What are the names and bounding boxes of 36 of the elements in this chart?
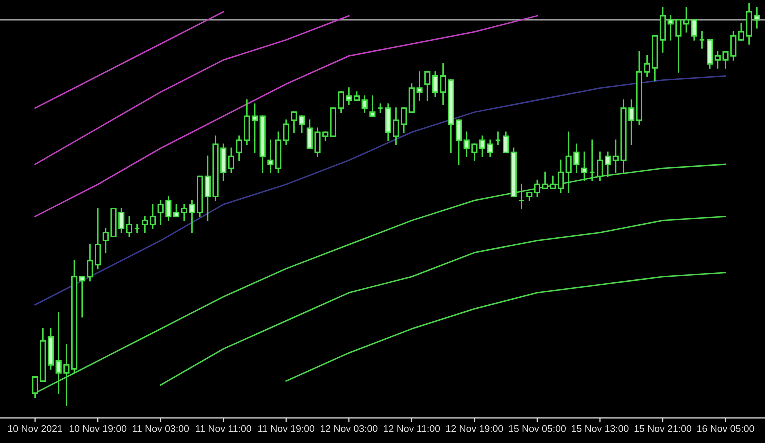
x-tick-label: 15 Nov 21:00	[634, 425, 692, 432]
candlestick	[518, 184, 525, 210]
x-tick-label: 15 Nov 13:00	[572, 425, 629, 432]
x-tick-label: 12 Nov 19:00	[446, 425, 504, 432]
candlestick	[432, 72, 439, 98]
candlestick	[738, 23, 745, 41]
candlestick	[126, 216, 133, 238]
candlestick	[134, 224, 140, 234]
x-tick-label: 10 Nov 19:00	[70, 425, 127, 432]
candlestick	[173, 204, 180, 218]
x-tick-label: 11 Nov 19:00	[258, 425, 315, 432]
candlestick	[479, 136, 486, 158]
x-tick-label: 12 Nov 11:00	[384, 425, 440, 432]
x-tick-label: 15 Nov 05:00	[509, 425, 566, 432]
candlestick	[487, 140, 494, 158]
candlestick	[228, 148, 235, 174]
candlestick	[252, 104, 258, 154]
candlestick	[495, 132, 502, 146]
candlestick	[424, 72, 431, 102]
candlestick	[691, 19, 698, 41]
candlestick	[268, 140, 274, 174]
x-tick-label: 11 Nov 03:00	[133, 425, 190, 432]
candlestick	[503, 132, 510, 154]
candlestick	[150, 204, 156, 230]
candlestick	[683, 7, 690, 33]
candlestick	[362, 96, 368, 114]
x-tick-label: 10 Nov 2021	[8, 425, 62, 432]
candlestick	[370, 96, 376, 118]
candlestick	[456, 120, 462, 166]
x-tick-label: 16 Nov 05:00	[698, 425, 754, 432]
candlestick	[142, 216, 148, 234]
x-tick-label: 12 Nov 03:00	[320, 425, 378, 432]
candlestick	[534, 180, 541, 198]
x-tick-label: 11 Nov 11:00	[196, 425, 252, 432]
candlestick	[283, 120, 290, 146]
candlestick	[699, 31, 706, 49]
